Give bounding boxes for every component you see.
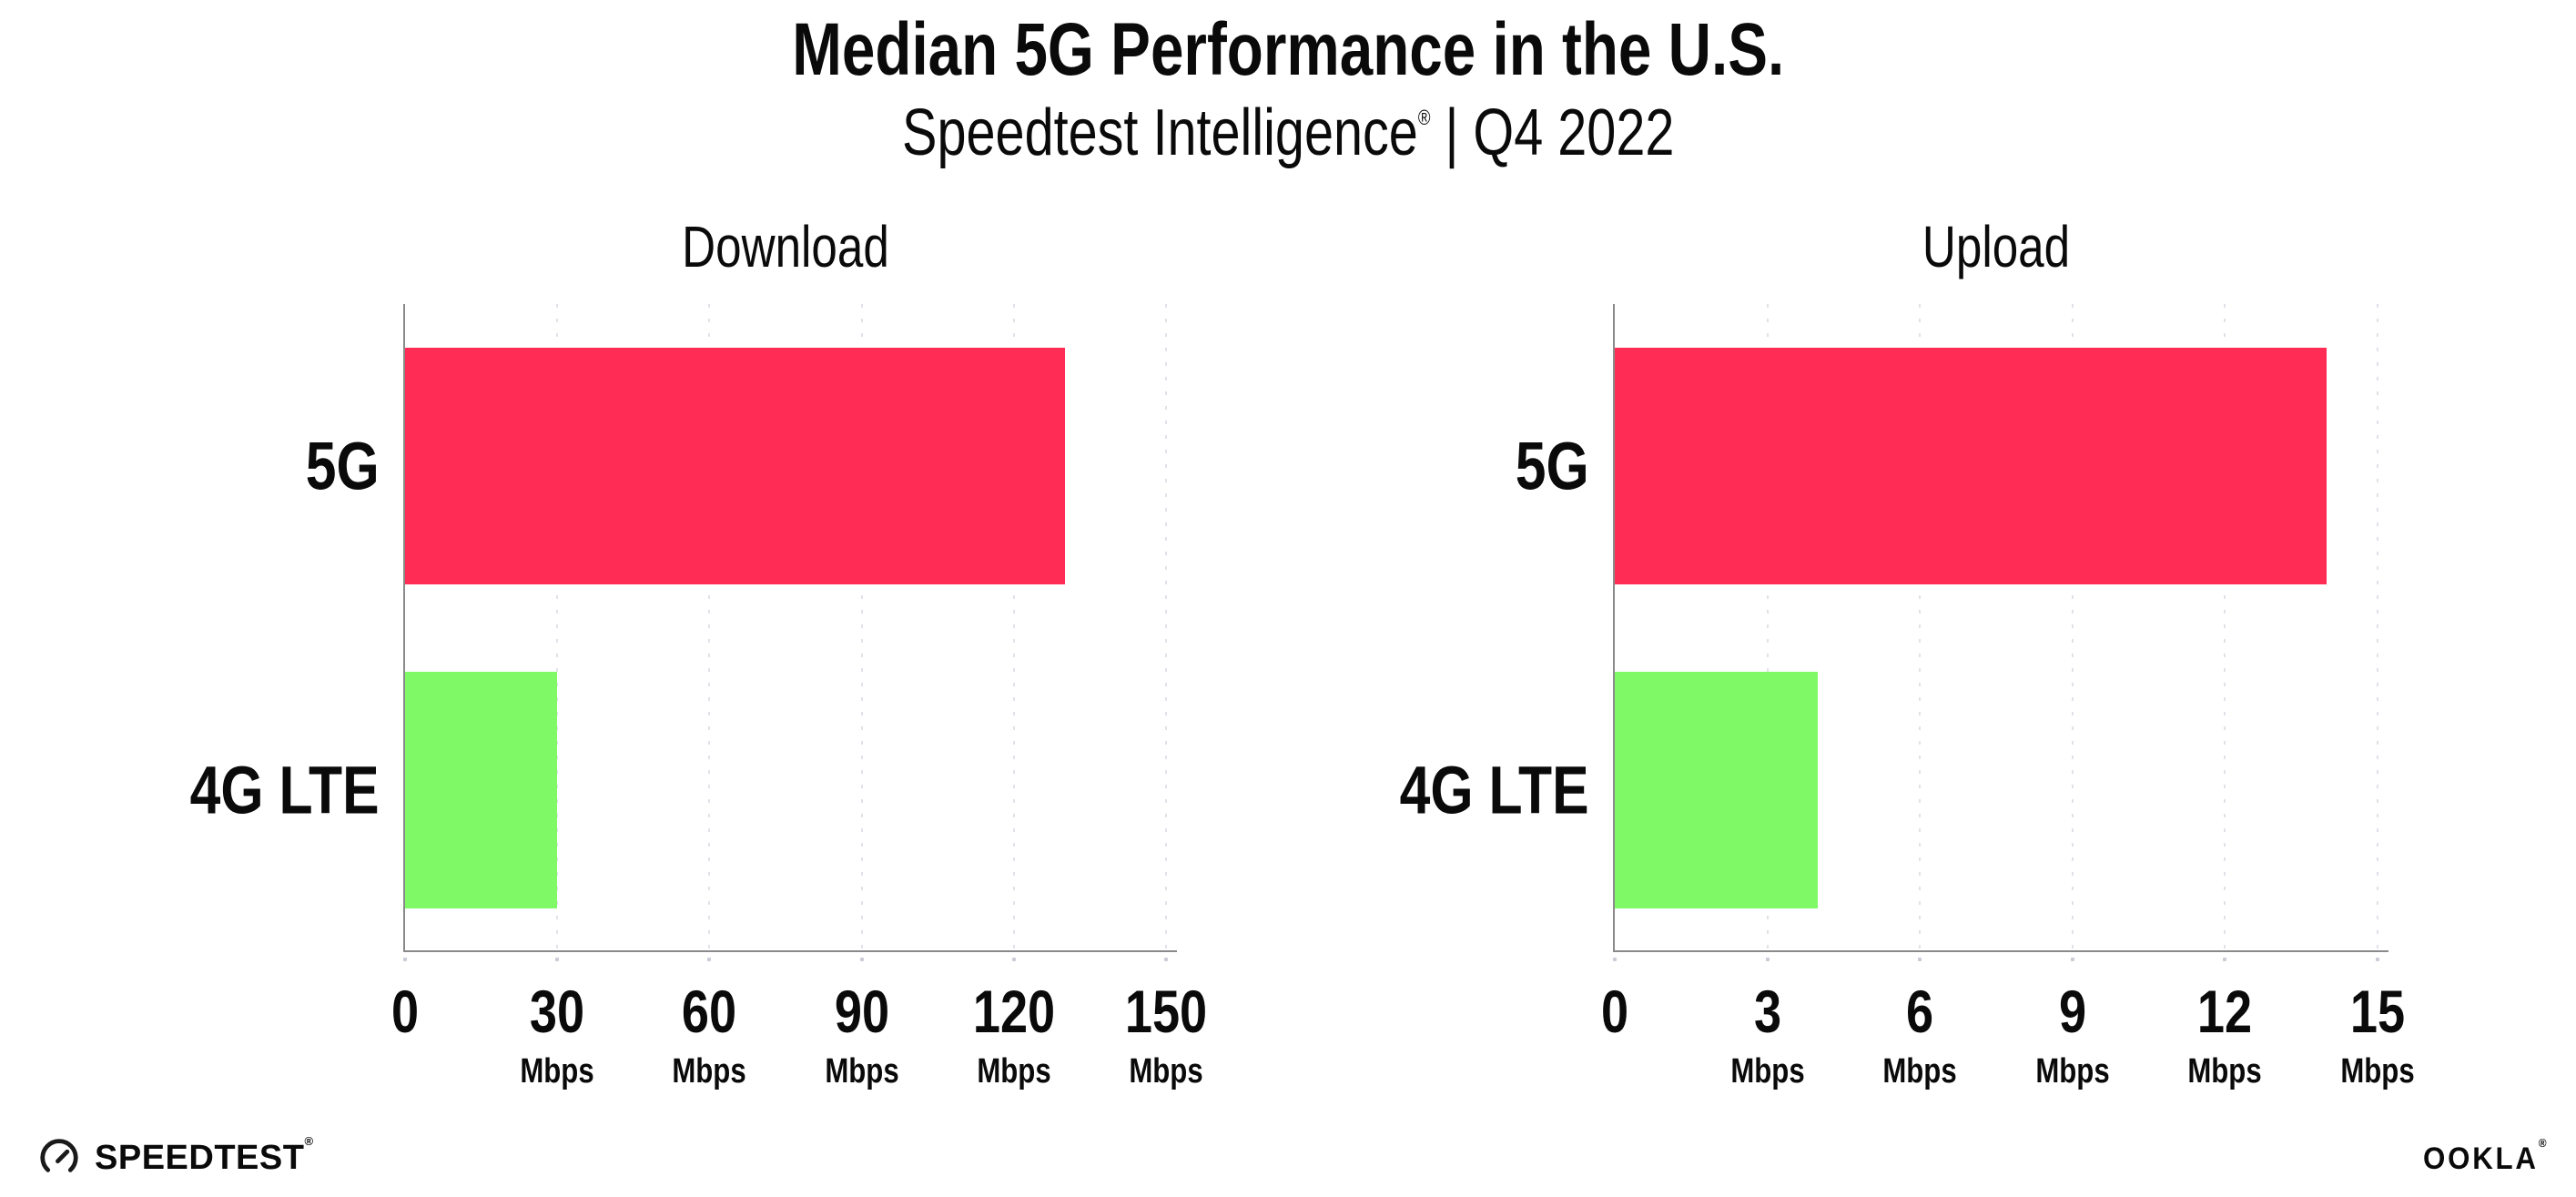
x-tick-unit: Mbps <box>1882 1052 1957 1090</box>
x-axis-line <box>1613 950 2388 952</box>
bar-4g-lte <box>1615 672 1819 908</box>
x-tick-label: 3 Mbps <box>1730 981 1804 1089</box>
page-title-text: Median 5G Performance in the U.S. <box>792 8 1784 91</box>
gridline <box>860 304 863 950</box>
x-tick-label: 30 Mbps <box>521 981 594 1089</box>
download-chart-title: Download <box>682 214 889 279</box>
x-tick-value: 3 <box>1753 978 1781 1045</box>
tick-mark <box>1613 958 1617 961</box>
x-tick-value: 6 <box>1906 978 1934 1045</box>
x-tick-value: 30 <box>530 978 585 1045</box>
x-tick-value: 0 <box>1600 978 1629 1045</box>
gridline <box>556 304 559 950</box>
tick-mark <box>1011 958 1016 961</box>
tick-mark <box>1918 958 1922 961</box>
tick-mark <box>2223 958 2227 961</box>
header: Median 5G Performance in the U.S. Speedt… <box>0 13 2576 167</box>
bar-5g <box>1615 348 2328 584</box>
x-tick-label: 9 Mbps <box>2035 981 2109 1089</box>
x-tick-label: 15 Mbps <box>2340 981 2414 1089</box>
x-tick-label: 120 Mbps <box>973 981 1055 1089</box>
gridline <box>2224 304 2226 950</box>
x-tick-label: 90 Mbps <box>825 981 898 1089</box>
x-tick-label: 60 Mbps <box>673 981 746 1089</box>
x-tick-unit: Mbps <box>2340 1052 2415 1090</box>
tick-mark <box>707 958 712 961</box>
category-label-5g: 5G <box>306 428 380 504</box>
gridline <box>1165 304 1167 950</box>
speedtest-logo: SPEEDTEST® <box>36 1134 314 1182</box>
tick-mark <box>859 958 864 961</box>
subtitle-period: | Q4 2022 <box>1430 96 1675 169</box>
page-subtitle-text: Speedtest Intelligence® | Q4 2022 <box>902 100 1674 166</box>
registered-trademark-icon: ® <box>2538 1135 2549 1150</box>
x-tick-label: 0 <box>1601 981 1628 1041</box>
x-axis-line <box>403 950 1177 952</box>
page-subtitle: Speedtest Intelligence® | Q4 2022 <box>0 100 2576 166</box>
registered-trademark-icon: ® <box>1417 105 1431 129</box>
x-tick-label: 150 Mbps <box>1125 981 1207 1089</box>
download-chart-plot: Download 5G 4G LTE 0 30 Mbps 60 Mbps 90 … <box>190 214 1207 1089</box>
x-tick-unit: Mbps <box>1729 1052 1805 1090</box>
tick-mark <box>403 958 407 961</box>
category-label-5g: 5G <box>1516 428 1589 504</box>
category-label-4g-lte: 4G LTE <box>190 752 380 828</box>
bar-4g-lte <box>405 672 558 908</box>
x-tick-unit: Mbps <box>2035 1052 2110 1090</box>
x-tick-value: 9 <box>2058 978 2086 1045</box>
bar-5g <box>405 348 1065 584</box>
ookla-wordmark-text: OOKLA <box>2422 1141 2539 1176</box>
upload-chart-plot: Upload 5G 4G LTE 0 3 Mbps 6 Mbps 9 Mbps … <box>1400 214 2415 1089</box>
x-tick-value: 90 <box>834 978 889 1045</box>
upload-chart-title: Upload <box>1922 214 2071 279</box>
gridline <box>1919 304 1922 950</box>
subtitle-brand: Speedtest Intelligence <box>901 96 1418 169</box>
x-tick-value: 150 <box>1124 978 1208 1045</box>
speedtest-wordmark-text: SPEEDTEST <box>95 1138 305 1177</box>
gridline <box>2377 304 2378 950</box>
registered-trademark-icon: ® <box>304 1133 314 1148</box>
gridline <box>708 304 711 950</box>
x-tick-value: 15 <box>2349 978 2406 1045</box>
tick-mark <box>2070 958 2074 961</box>
tick-mark <box>2376 958 2379 961</box>
ookla-logo: OOKLA® <box>2412 1136 2549 1177</box>
x-tick-label: 12 Mbps <box>2188 981 2262 1089</box>
x-tick-unit: Mbps <box>2187 1052 2263 1090</box>
x-tick-unit: Mbps <box>1129 1052 1203 1090</box>
x-tick-label: 0 <box>391 981 419 1041</box>
gridline <box>1766 304 1769 950</box>
page-title: Median 5G Performance in the U.S. <box>0 13 2576 87</box>
gridline <box>1012 304 1015 950</box>
x-tick-value: 120 <box>972 978 1055 1045</box>
x-tick-value: 12 <box>2197 978 2253 1045</box>
category-label-4g-lte: 4G LTE <box>1400 752 1589 828</box>
gridline <box>2071 304 2074 950</box>
x-tick-unit: Mbps <box>824 1052 899 1090</box>
x-tick-unit: Mbps <box>977 1052 1051 1090</box>
ookla-wordmark: OOKLA® <box>2422 1136 2549 1177</box>
speedtest-wordmark: SPEEDTEST® <box>95 1134 314 1178</box>
speedtest-gauge-icon <box>40 1139 78 1172</box>
x-tick-value: 60 <box>682 978 737 1045</box>
x-tick-value: 0 <box>390 978 420 1045</box>
x-tick-unit: Mbps <box>520 1052 594 1090</box>
tick-mark <box>555 958 560 961</box>
x-tick-unit: Mbps <box>672 1052 747 1090</box>
tick-mark <box>1164 958 1168 961</box>
x-tick-label: 6 Mbps <box>1883 981 1957 1089</box>
tick-mark <box>1765 958 1770 961</box>
